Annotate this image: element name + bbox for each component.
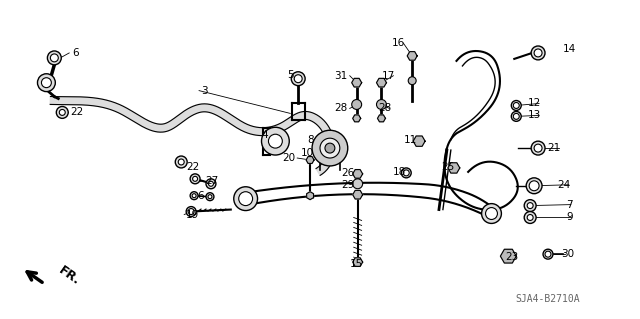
Circle shape: [352, 100, 362, 109]
Text: 17: 17: [382, 71, 396, 81]
Circle shape: [179, 159, 184, 165]
Text: 13: 13: [528, 110, 541, 120]
Circle shape: [47, 51, 61, 65]
Circle shape: [42, 78, 51, 88]
Circle shape: [527, 203, 533, 209]
Text: 16: 16: [392, 38, 405, 48]
Circle shape: [511, 111, 521, 121]
Circle shape: [190, 174, 200, 184]
Text: 11: 11: [404, 135, 417, 145]
Polygon shape: [50, 96, 335, 175]
Circle shape: [527, 214, 533, 220]
Circle shape: [206, 179, 216, 189]
Polygon shape: [407, 52, 417, 60]
Text: 28: 28: [335, 103, 348, 114]
Circle shape: [268, 134, 282, 148]
Text: 26: 26: [342, 168, 355, 178]
Text: 31: 31: [335, 71, 348, 81]
Polygon shape: [353, 190, 363, 199]
Circle shape: [486, 208, 497, 219]
Text: 22: 22: [186, 162, 200, 172]
Circle shape: [524, 211, 536, 223]
Circle shape: [175, 156, 187, 168]
Circle shape: [294, 75, 302, 83]
Text: 28: 28: [378, 103, 392, 114]
Text: 10: 10: [301, 148, 314, 158]
Circle shape: [543, 249, 553, 259]
Circle shape: [529, 181, 539, 191]
Polygon shape: [306, 157, 314, 163]
Text: 21: 21: [548, 143, 561, 153]
Circle shape: [531, 46, 545, 60]
Polygon shape: [353, 115, 361, 122]
Text: 20: 20: [282, 153, 295, 163]
Text: 27: 27: [205, 176, 218, 186]
Text: FR.: FR.: [56, 264, 83, 288]
Text: 6: 6: [197, 191, 204, 201]
Text: 18: 18: [393, 167, 406, 177]
Polygon shape: [413, 136, 425, 146]
Circle shape: [234, 187, 257, 211]
Text: 15: 15: [349, 259, 363, 269]
Circle shape: [534, 49, 542, 57]
Circle shape: [534, 144, 542, 152]
Text: 14: 14: [563, 44, 576, 54]
Text: 25: 25: [442, 162, 455, 172]
Polygon shape: [376, 78, 387, 87]
Text: 19: 19: [186, 210, 200, 219]
Circle shape: [209, 181, 213, 186]
Polygon shape: [353, 258, 363, 266]
Circle shape: [408, 77, 416, 85]
Text: 5: 5: [287, 70, 294, 80]
Circle shape: [208, 195, 212, 199]
Polygon shape: [500, 249, 516, 263]
Text: SJA4-B2710A: SJA4-B2710A: [516, 294, 580, 304]
Circle shape: [320, 138, 340, 158]
Circle shape: [376, 100, 387, 109]
Polygon shape: [307, 192, 314, 200]
Circle shape: [545, 251, 551, 257]
Circle shape: [526, 178, 542, 194]
Text: 29: 29: [342, 180, 355, 190]
Circle shape: [403, 170, 409, 176]
Text: 4: 4: [262, 130, 268, 140]
Circle shape: [193, 176, 198, 181]
Circle shape: [51, 54, 58, 62]
Circle shape: [262, 127, 289, 155]
Circle shape: [192, 194, 196, 198]
Circle shape: [401, 168, 411, 178]
Text: 24: 24: [557, 180, 571, 190]
Circle shape: [291, 72, 305, 85]
Circle shape: [353, 179, 363, 189]
Polygon shape: [378, 115, 385, 122]
Circle shape: [481, 204, 501, 223]
Polygon shape: [448, 163, 460, 173]
Text: 9: 9: [566, 212, 573, 222]
Circle shape: [511, 100, 521, 110]
Text: 23: 23: [505, 252, 518, 262]
Text: 3: 3: [201, 85, 207, 96]
Circle shape: [38, 74, 55, 92]
Circle shape: [186, 207, 196, 217]
Circle shape: [188, 209, 194, 214]
Circle shape: [513, 102, 519, 108]
Circle shape: [56, 107, 68, 118]
Circle shape: [513, 114, 519, 119]
Circle shape: [531, 141, 545, 155]
Text: 12: 12: [528, 99, 541, 108]
Circle shape: [190, 192, 198, 200]
Text: 7: 7: [566, 200, 573, 210]
Text: 30: 30: [562, 249, 575, 259]
Circle shape: [60, 109, 65, 115]
Polygon shape: [353, 170, 363, 178]
Circle shape: [239, 192, 253, 205]
Circle shape: [206, 193, 214, 201]
Circle shape: [524, 200, 536, 211]
Text: 6: 6: [72, 48, 79, 58]
Circle shape: [312, 130, 348, 166]
Polygon shape: [352, 78, 362, 87]
Text: 22: 22: [70, 108, 83, 117]
Text: 8: 8: [307, 135, 314, 145]
Circle shape: [325, 143, 335, 153]
